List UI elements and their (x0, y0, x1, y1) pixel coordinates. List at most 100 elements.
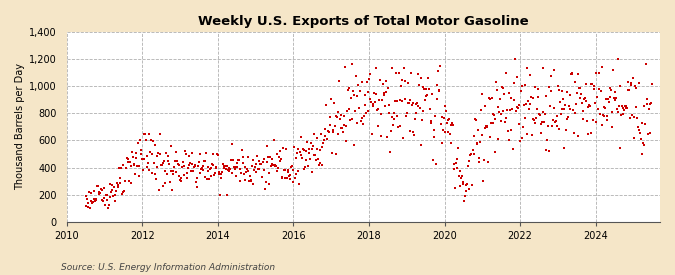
Point (279, 168, 290, 172)
Point (235, 178, 246, 183)
Point (124, 179, 134, 183)
Point (541, 94, 551, 98)
Point (395, 124, 406, 128)
Point (121, 166, 132, 171)
Point (406, 102, 417, 107)
Point (205, 174, 216, 178)
Point (292, 147, 303, 151)
Point (146, 138, 157, 142)
Point (275, 157, 286, 161)
Point (621, 106, 632, 110)
Point (389, 99, 400, 103)
Point (300, 149, 311, 153)
Point (422, 92, 433, 97)
Point (421, 94, 432, 98)
Point (632, 116, 643, 121)
Point (170, 149, 181, 154)
Point (167, 169, 178, 173)
Point (592, 95, 603, 99)
Point (308, 131, 319, 136)
Point (182, 175, 192, 180)
Point (129, 163, 140, 167)
Point (325, 115, 336, 120)
Point (508, 147, 518, 151)
Point (563, 115, 574, 119)
Point (475, 108, 486, 112)
Point (303, 146, 314, 151)
Point (478, 179, 489, 183)
Point (259, 167, 269, 172)
Point (111, 181, 122, 185)
Point (390, 70, 401, 75)
Point (225, 167, 236, 172)
Point (462, 182, 472, 186)
Point (105, 182, 115, 186)
Point (447, 120, 458, 125)
Point (319, 137, 329, 142)
Point (417, 85, 428, 90)
Point (202, 165, 213, 169)
Point (240, 177, 251, 182)
Point (407, 101, 418, 106)
Point (379, 104, 390, 108)
Point (520, 82, 531, 87)
Point (217, 170, 227, 174)
Point (425, 119, 436, 123)
Point (270, 164, 281, 169)
Point (282, 170, 293, 175)
Point (458, 180, 468, 184)
Point (590, 101, 601, 105)
Point (573, 72, 584, 76)
Point (517, 84, 528, 88)
Point (374, 98, 385, 102)
Point (637, 121, 648, 126)
Point (222, 192, 233, 197)
Point (580, 82, 591, 86)
Point (109, 192, 120, 197)
Point (325, 122, 335, 127)
Point (526, 133, 537, 137)
Point (392, 98, 403, 103)
Point (300, 164, 310, 169)
Point (566, 72, 577, 76)
Point (128, 161, 139, 166)
Point (322, 129, 333, 133)
Point (431, 83, 442, 88)
Point (644, 102, 655, 106)
Point (334, 79, 345, 83)
Point (261, 160, 272, 164)
Point (206, 166, 217, 170)
Point (338, 113, 349, 118)
Point (347, 117, 358, 121)
Point (397, 99, 408, 103)
Point (211, 166, 222, 170)
Point (359, 103, 370, 107)
Point (113, 166, 124, 170)
Point (386, 66, 397, 71)
Point (259, 157, 270, 162)
Point (477, 133, 487, 137)
Point (350, 74, 361, 78)
Point (376, 112, 387, 116)
Point (525, 73, 536, 78)
Point (497, 85, 508, 89)
Point (356, 119, 367, 123)
Point (375, 134, 386, 138)
Point (214, 172, 225, 177)
Point (642, 102, 653, 106)
Point (127, 149, 138, 154)
Point (554, 87, 564, 92)
Point (138, 131, 149, 136)
Point (269, 163, 280, 167)
Point (210, 165, 221, 169)
Point (421, 86, 431, 91)
Point (466, 152, 477, 156)
Point (448, 122, 458, 127)
Point (187, 150, 198, 155)
Point (507, 107, 518, 112)
Point (444, 132, 455, 136)
Point (596, 65, 607, 70)
Point (462, 164, 473, 169)
Point (543, 84, 554, 89)
Point (290, 156, 301, 160)
